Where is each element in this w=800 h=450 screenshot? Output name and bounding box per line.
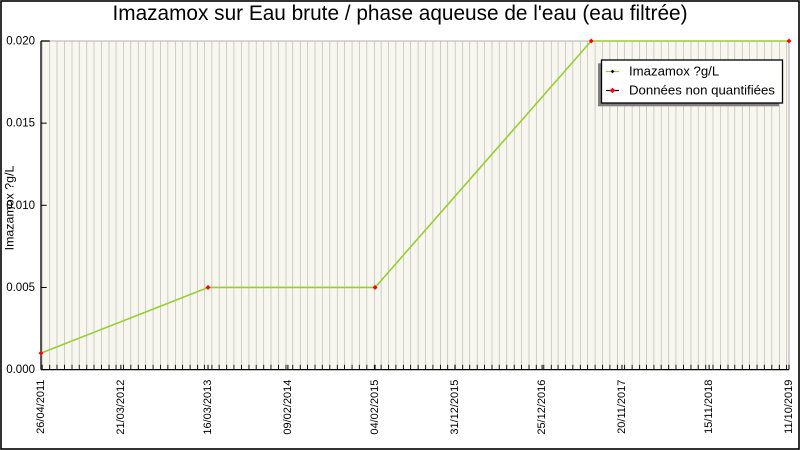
svg-text:09/02/2014: 09/02/2014 [282, 380, 294, 435]
svg-text:Imazamox sur Eau brute / phase: Imazamox sur Eau brute / phase aqueuse d… [112, 2, 687, 25]
svg-text:26/04/2011: 26/04/2011 [35, 380, 47, 434]
svg-text:20/11/2017: 20/11/2017 [616, 380, 628, 434]
svg-text:0.005: 0.005 [6, 282, 35, 294]
svg-text:Imazamox ?g/L: Imazamox ?g/L [629, 64, 719, 79]
svg-text:25/12/2016: 25/12/2016 [536, 380, 548, 435]
svg-text:31/12/2015: 31/12/2015 [449, 380, 461, 435]
svg-text:Données non quantifiées: Données non quantifiées [629, 83, 775, 98]
svg-text:0.010: 0.010 [6, 200, 35, 212]
svg-text:16/03/2013: 16/03/2013 [202, 380, 214, 435]
svg-text:04/02/2015: 04/02/2015 [369, 380, 381, 435]
svg-text:0.015: 0.015 [6, 118, 35, 130]
svg-text:21/03/2012: 21/03/2012 [115, 380, 127, 435]
svg-text:15/11/2018: 15/11/2018 [703, 380, 715, 434]
svg-text:0.000: 0.000 [6, 364, 35, 376]
svg-text:11/10/2019: 11/10/2019 [783, 380, 795, 434]
svg-text:0.020: 0.020 [6, 36, 35, 48]
